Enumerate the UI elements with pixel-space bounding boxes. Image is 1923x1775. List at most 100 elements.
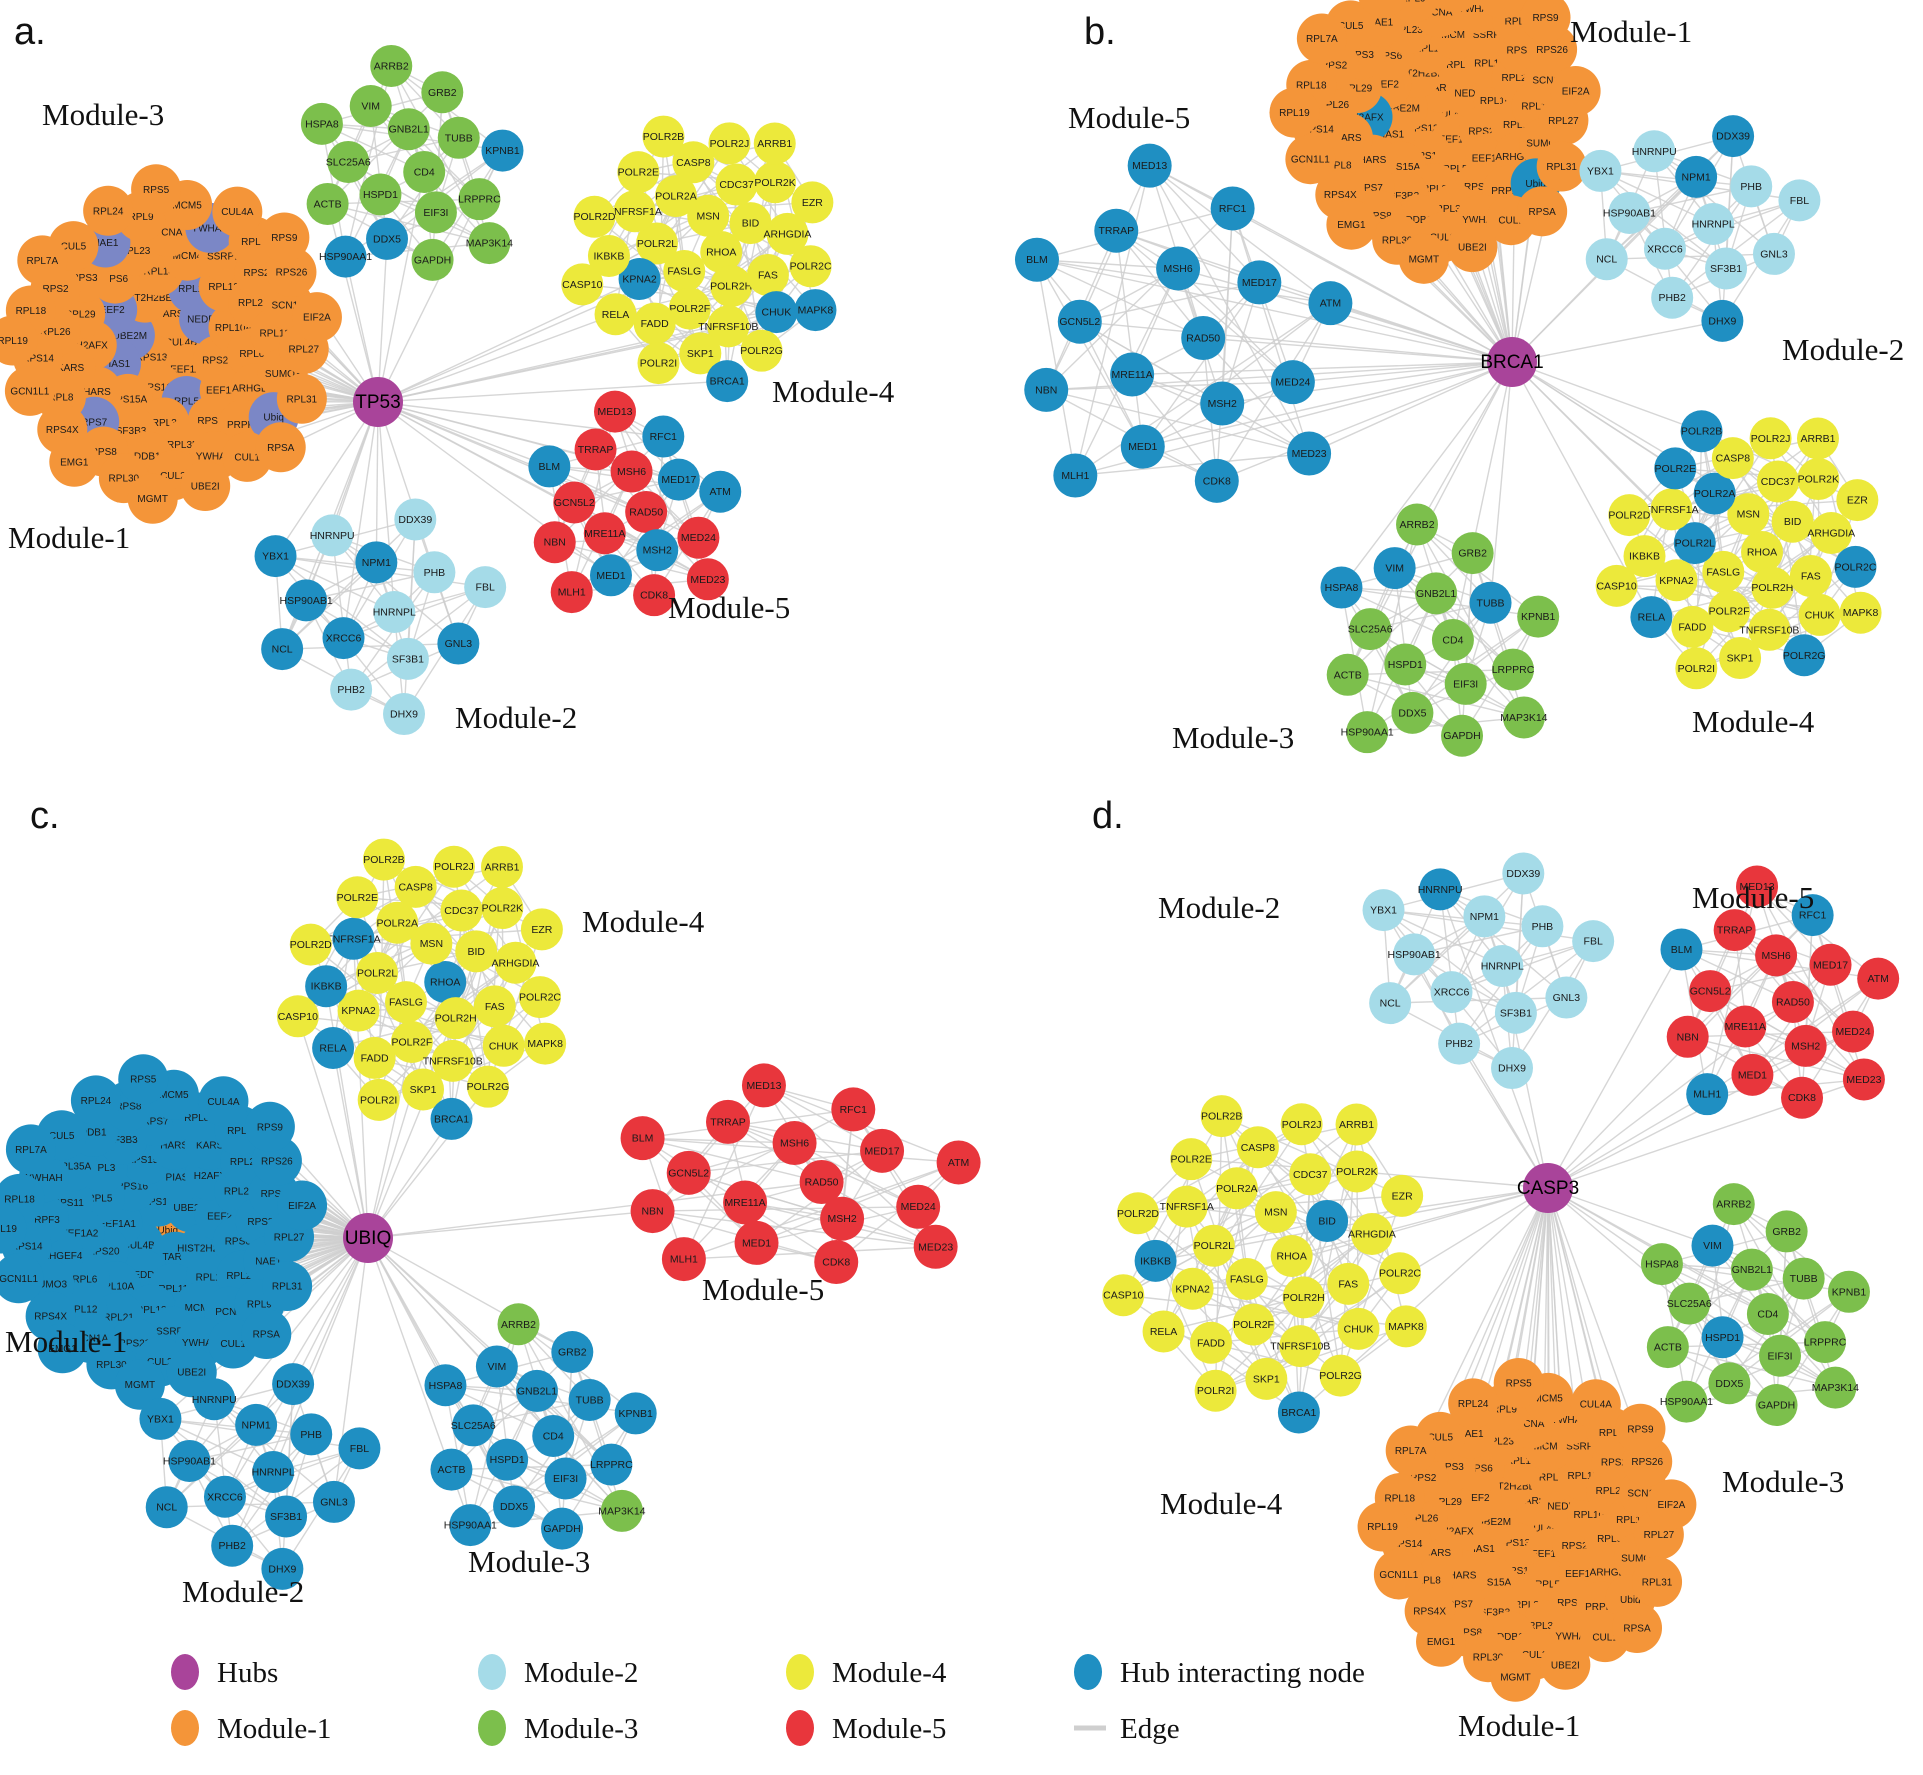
node-label: DDX5 <box>1398 707 1426 719</box>
node-label: HSP90AB1 <box>163 1455 216 1467</box>
node-FASLG: FASLG <box>663 250 706 293</box>
node-PHB: PHB <box>413 551 456 594</box>
node-label: RPS14 <box>1391 1539 1423 1550</box>
node-ARRB1: ARRB1 <box>753 122 796 165</box>
node-label: UBE2I <box>191 482 220 493</box>
node-label: POLR2H <box>1751 582 1793 594</box>
node-label: MED1 <box>1128 441 1157 453</box>
node-label: ATM <box>1867 973 1888 985</box>
node-label: CDC37 <box>1761 476 1796 488</box>
node-label: EIF3I <box>1767 1350 1792 1362</box>
node-label: RPSA <box>253 1329 281 1340</box>
node-label: SCN1A <box>1627 1488 1661 1499</box>
node-label: GCN5L2 <box>1059 316 1100 328</box>
panel-a: CD4 HSPD1 GNB2L1 EIF3I SLC25A6 TUBB DDX5 VIM LRP… <box>0 11 895 736</box>
node-label: RPS3 <box>71 273 98 284</box>
node-label: RPL9 <box>129 212 154 223</box>
node-label: SF3B3 <box>1480 1607 1511 1618</box>
node-label: KPNB1 <box>1832 1286 1867 1298</box>
node-HSPA8: HSPA8 <box>1640 1243 1683 1286</box>
node-label: MAP3K14 <box>466 238 513 250</box>
node-label: CD4 <box>414 167 435 179</box>
node-MSH6: MSH6 <box>772 1121 817 1166</box>
node-GAPDH: GAPDH <box>541 1507 584 1550</box>
node-MED1: MED1 <box>1120 424 1165 469</box>
node-XRCC6: XRCC6 <box>1430 971 1473 1014</box>
node-label: MED17 <box>1242 277 1277 289</box>
node-MED17: MED17 <box>657 458 700 501</box>
node-label: BLM <box>539 461 561 473</box>
node-label: ARHGEF4 <box>35 1251 83 1262</box>
node-TRRAP: TRRAP <box>574 428 617 471</box>
node-label: RPL30 <box>96 1360 127 1371</box>
node-CUL4A: CUL4A <box>212 186 263 237</box>
node-label: RPL8 <box>1327 160 1352 171</box>
module-title-module-2: Module-2 <box>182 1574 304 1609</box>
node-MED1: MED1 <box>734 1220 779 1265</box>
node-label: POLR2H <box>710 281 752 293</box>
node-label: RPL19 <box>1367 1522 1398 1533</box>
node-MED24: MED24 <box>1832 1010 1875 1053</box>
node-label: NBN <box>641 1206 663 1218</box>
node-label: CD4 <box>1757 1309 1778 1321</box>
node-POLR2F: POLR2F <box>390 1021 433 1064</box>
node-HNRNPU: HNRNPU <box>1418 868 1463 911</box>
node-ATM: ATM <box>699 470 742 513</box>
node-label: CUL4B <box>123 1240 156 1251</box>
node-label: EEF1A1 <box>170 365 208 376</box>
node-RPL24: RPL24 <box>83 185 134 236</box>
node-label: CASP10 <box>1103 1290 1143 1302</box>
module-title-module-5: Module-5 <box>702 1272 824 1307</box>
node-POLR2A: POLR2A <box>1215 1167 1258 1210</box>
node-label: RPS23 <box>119 1338 151 1349</box>
node-label: CUL2 <box>1430 233 1456 244</box>
node-label: GCN1L1 <box>0 1274 39 1285</box>
node-GNB2L1: GNB2L1 <box>1730 1248 1773 1291</box>
node-label: KARS <box>1424 1548 1452 1559</box>
node-label: MSH2 <box>643 545 672 557</box>
node-label: RPL18 <box>4 1194 35 1205</box>
node-label: PCNA <box>1425 8 1453 19</box>
node-label: HSP90AA1 <box>444 1520 497 1532</box>
node-CASP10: CASP10 <box>561 263 604 306</box>
node-ACTB: ACTB <box>306 182 349 225</box>
node-label: CUL5 <box>1427 1432 1453 1443</box>
node-label: YBX1 <box>262 551 289 563</box>
legend-item-hub-interacting-node: Hub interacting node <box>1074 1654 1365 1690</box>
node-POLR2C: POLR2C <box>1379 1252 1421 1295</box>
node-CDC37: CDC37 <box>440 889 483 932</box>
node-label: NPM1 <box>1682 171 1711 183</box>
node-label: HNRNPU <box>1418 884 1463 896</box>
node-RPS9: RPS9 <box>1520 0 1571 43</box>
node-POLR2K: POLR2K <box>481 887 524 930</box>
node-label: MED23 <box>1292 448 1327 460</box>
node-label: ACTB <box>314 198 342 210</box>
node-label: RPL29 <box>224 1187 255 1198</box>
node-label: MCM4 <box>1441 30 1471 41</box>
node-EZR: EZR <box>520 908 563 951</box>
node-RPL19: RPL19 <box>1357 1501 1408 1552</box>
node-label: MED17 <box>661 474 696 486</box>
node-MED23: MED23 <box>913 1224 958 1269</box>
node-MED17: MED17 <box>1809 943 1852 986</box>
node-label: SCN1A <box>271 300 305 311</box>
node-MSH6: MSH6 <box>610 450 653 493</box>
node-FASLG: FASLG <box>1225 1258 1268 1301</box>
node-label: RPS15A <box>127 1155 166 1166</box>
node-label: GAPDH <box>1758 1400 1795 1412</box>
node-label: EEF2 <box>100 305 125 316</box>
node-label: YBX1 <box>147 1413 174 1425</box>
node-FAS: FAS <box>1789 555 1832 598</box>
legend-swatch <box>786 1654 814 1690</box>
node-RAD50: RAD50 <box>799 1160 844 1204</box>
module-title-module-4: Module-4 <box>1692 704 1815 739</box>
node-label: RFC1 <box>840 1104 868 1116</box>
node-label: EEF1A1 <box>1439 135 1477 146</box>
node-label: NAE1 <box>1458 1429 1485 1440</box>
node-label: SF3B1 <box>1500 1007 1532 1019</box>
node-ARRB2: ARRB2 <box>497 1303 540 1346</box>
node-TRRAP: TRRAP <box>1094 208 1139 253</box>
node-MED17: MED17 <box>1237 260 1282 305</box>
node-DHX9: DHX9 <box>261 1547 304 1590</box>
node-label: H2AFX <box>1441 1526 1474 1537</box>
